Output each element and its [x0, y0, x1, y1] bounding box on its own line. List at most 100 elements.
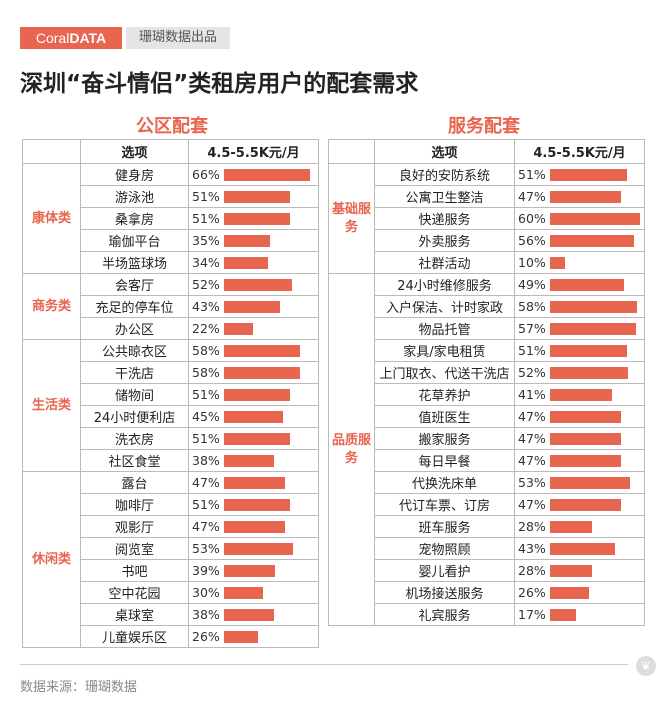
value-cell: 47%	[514, 185, 645, 208]
percent-label: 17%	[518, 607, 546, 622]
table-row: 干洗店 58%	[23, 361, 319, 384]
percent-bar	[224, 630, 258, 643]
percent-bar	[224, 212, 290, 225]
table-row: 机场接送服务 26%	[329, 581, 645, 604]
percent-bar	[550, 476, 630, 489]
table-row: 礼宾服务 17%	[329, 603, 645, 626]
percent-label: 58%	[192, 343, 220, 358]
table-row: 基础服务 良好的安防系统 51%	[328, 163, 645, 274]
percent-bar	[550, 322, 636, 335]
option-label: 每日早餐	[374, 449, 515, 472]
percent-label: 52%	[192, 277, 220, 292]
option-label: 24小时维修服务	[374, 273, 515, 296]
option-label: 洗衣房	[80, 427, 189, 450]
percent-bar	[550, 388, 612, 401]
percent-label: 47%	[518, 431, 546, 446]
option-label: 干洗店	[80, 361, 189, 384]
percent-label: 41%	[518, 387, 546, 402]
value-cell: 28%	[514, 515, 645, 538]
table-row: 半场篮球场 34%	[23, 251, 319, 274]
value-cell: 43%	[514, 537, 645, 560]
percent-bar	[224, 278, 292, 291]
percent-bar	[550, 234, 634, 247]
value-cell: 52%	[188, 273, 319, 296]
table-row: 桑拿房 51%	[23, 207, 319, 230]
value-cell: 47%	[514, 405, 645, 428]
option-label: 社群活动	[374, 251, 515, 274]
value-cell: 66%	[188, 163, 319, 186]
option-label: 瑜伽平台	[80, 229, 189, 252]
table-row: 空中花园 30%	[23, 581, 319, 604]
percent-bar	[224, 190, 290, 203]
option-label: 代换洗床单	[374, 471, 515, 494]
percent-label: 53%	[192, 541, 220, 556]
option-label: 露台	[80, 471, 189, 494]
value-cell: 51%	[514, 339, 645, 362]
percent-bar	[224, 520, 285, 533]
percent-label: 47%	[518, 453, 546, 468]
value-cell: 53%	[188, 537, 319, 560]
section-title-public: 公区配套	[136, 116, 208, 137]
table-row: 宠物照顾 43%	[329, 537, 645, 560]
option-label: 半场篮球场	[80, 251, 189, 274]
percent-bar	[224, 322, 253, 335]
value-cell: 49%	[514, 273, 645, 296]
percent-label: 30%	[192, 585, 220, 600]
percent-label: 56%	[518, 233, 546, 248]
table-row: 家具/家电租赁 51%	[329, 339, 645, 362]
percent-bar	[224, 498, 290, 511]
percent-bar	[550, 168, 627, 181]
percent-bar	[224, 608, 274, 621]
option-label: 阅览室	[80, 537, 189, 560]
percent-bar	[550, 190, 621, 203]
value-cell: 56%	[514, 229, 645, 252]
group-label: 休闲类	[22, 471, 81, 648]
percent-bar	[224, 300, 280, 313]
table-row: 24小时便利店 45%	[23, 405, 319, 428]
percent-bar	[224, 234, 270, 247]
section-title-service: 服务配套	[448, 116, 520, 137]
percent-label: 57%	[518, 321, 546, 336]
option-label: 书吧	[80, 559, 189, 582]
table-row: 社区食堂 38%	[23, 449, 319, 472]
percent-label: 58%	[518, 299, 546, 314]
table-row: 书吧 39%	[23, 559, 319, 582]
value-cell: 34%	[188, 251, 319, 274]
option-label: 家具/家电租赁	[374, 339, 515, 362]
percent-label: 34%	[192, 255, 220, 270]
percent-label: 26%	[518, 585, 546, 600]
value-cell: 47%	[188, 471, 319, 494]
percent-bar	[550, 344, 627, 357]
value-cell: 38%	[188, 449, 319, 472]
percent-label: 58%	[192, 365, 220, 380]
option-label: 外卖服务	[374, 229, 515, 252]
percent-label: 22%	[192, 321, 220, 336]
value-cell: 52%	[514, 361, 645, 384]
header-empty	[328, 139, 375, 164]
footer-divider	[20, 664, 628, 665]
page-title: 深圳“奋斗情侣”类租房用户的配套需求	[20, 71, 419, 97]
service-facilities-table: 选项 4.5-5.5K元/月 基础服务 良好的安防系统 51% 公寓卫生整洁 47% 快递…	[328, 139, 645, 626]
value-cell: 58%	[514, 295, 645, 318]
table-row: 班车服务 28%	[329, 515, 645, 538]
value-cell: 28%	[514, 559, 645, 582]
percent-bar	[550, 366, 628, 379]
table-row: 上门取衣、代送干洗店 52%	[329, 361, 645, 384]
value-cell: 58%	[188, 339, 319, 362]
percent-label: 28%	[518, 519, 546, 534]
percent-label: 51%	[518, 343, 546, 358]
percent-bar	[550, 256, 565, 269]
value-cell: 57%	[514, 317, 645, 340]
percent-label: 28%	[518, 563, 546, 578]
table-row: 康体类 健身房 66%	[22, 163, 319, 274]
table-row: 社群活动 10%	[329, 251, 645, 274]
percent-label: 45%	[192, 409, 220, 424]
percent-bar	[224, 410, 283, 423]
public-facilities-table: 选项 4.5-5.5K元/月 康体类 健身房 66% 游泳池 51% 桑拿房 51% 瑜伽平台…	[22, 139, 319, 648]
percent-label: 38%	[192, 607, 220, 622]
table-row: 每日早餐 47%	[329, 449, 645, 472]
table-row: 休闲类 露台 47%	[22, 471, 319, 648]
table-row: 公寓卫生整洁 47%	[329, 185, 645, 208]
percent-bar	[550, 432, 621, 445]
percent-bar	[550, 542, 615, 555]
